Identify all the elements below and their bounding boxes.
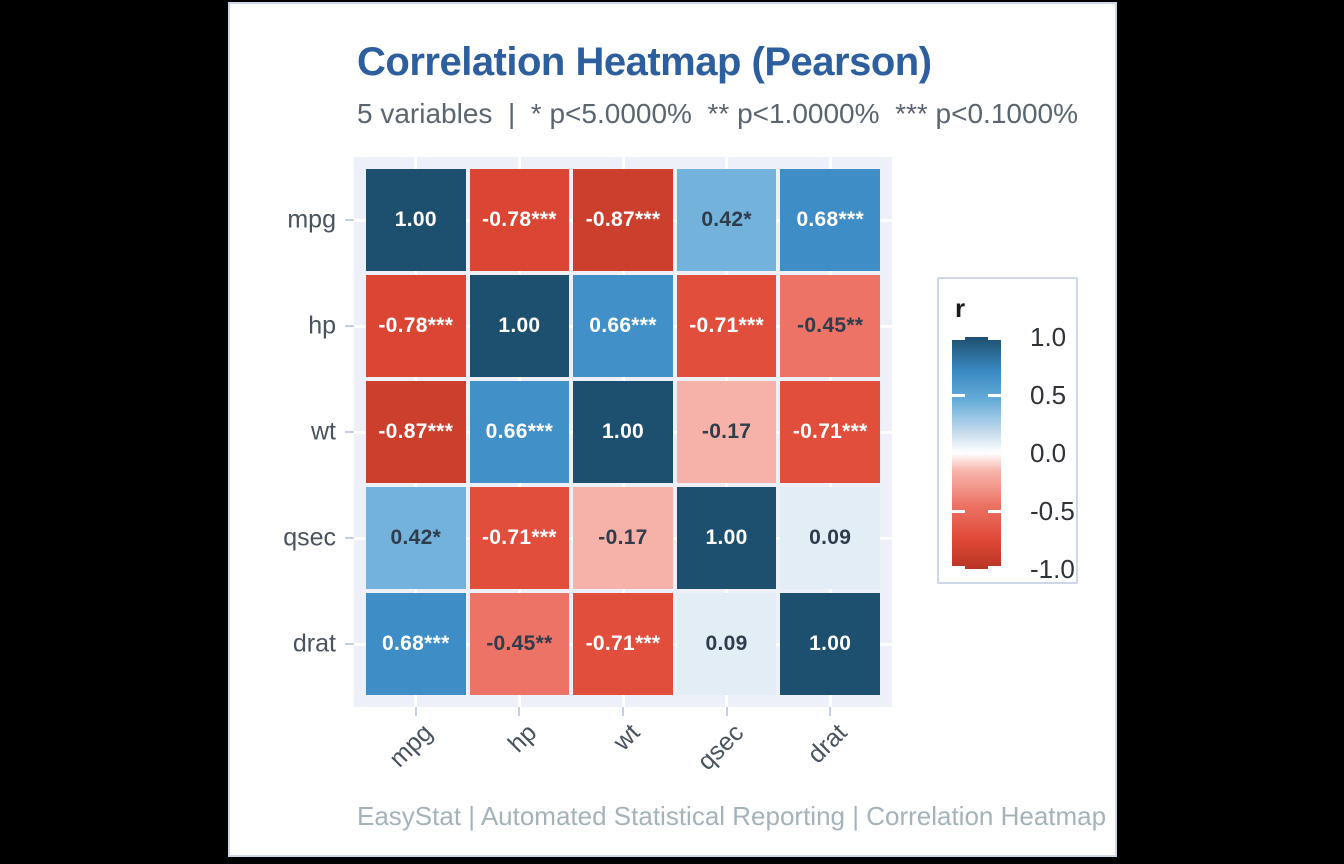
heatmap-cell-qsec-hp: -0.71*** — [469, 487, 570, 589]
heatmap-cell-drat-wt: -0.71*** — [573, 593, 673, 695]
heatmap-cell-wt-qsec: -0.17 — [676, 381, 777, 483]
legend-title: r — [955, 293, 966, 323]
x-axis-label-drat: drat — [802, 718, 853, 769]
y-axis-label-hp: hp — [308, 311, 336, 340]
x-axis-label-hp: hp — [502, 718, 542, 759]
heatmap-cell-qsec-drat: 0.09 — [780, 487, 880, 589]
heatmap-cell-drat-mpg: 0.68*** — [366, 593, 466, 695]
footer-caption: EasyStat | Automated Statistical Reporti… — [357, 801, 1107, 831]
chart-title: Correlation Heatmap (Pearson) — [357, 40, 932, 84]
heatmap-cell-mpg-wt: -0.87*** — [573, 169, 673, 271]
chart-subtitle: 5 variables | * p<5.0000% ** p<1.0000% *… — [357, 98, 1079, 129]
heatmap-cell-mpg-qsec: 0.42* — [676, 169, 777, 271]
heatmap-cell-wt-mpg: -0.87*** — [366, 381, 466, 483]
legend-tick--1.0: -1.0 — [1030, 554, 1075, 584]
heatmap-cell-qsec-qsec: 1.00 — [676, 487, 777, 589]
heatmap-cell-hp-wt: 0.66*** — [573, 275, 673, 377]
legend-tick-0.0: 0.0 — [1030, 438, 1067, 468]
heatmap-cell-wt-drat: -0.71*** — [780, 381, 880, 483]
x-axis-label-qsec: qsec — [691, 718, 749, 776]
heatmap-cell-hp-qsec: -0.71*** — [676, 275, 777, 377]
y-axis-label-qsec: qsec — [283, 523, 336, 552]
heatmap-cell-drat-qsec: 0.09 — [676, 593, 777, 695]
heatmap-cell-wt-wt: 1.00 — [573, 381, 673, 483]
heatmap-cell-hp-drat: -0.45** — [780, 275, 880, 377]
heatmap-cell-qsec-mpg: 0.42* — [366, 487, 466, 589]
heatmap-cell-wt-hp: 0.66*** — [469, 381, 570, 483]
x-axis-label-mpg: mpg — [384, 718, 439, 773]
heatmap-cell-mpg-drat: 0.68*** — [780, 169, 880, 271]
heatmap-cell-mpg-hp: -0.78*** — [469, 169, 570, 271]
y-axis-label-drat: drat — [292, 629, 336, 658]
heatmap-panel: 1.00 -0.78*** -0.87*** 0.42* 0.68*** -0.78***… — [354, 157, 892, 707]
y-axis-label-wt: wt — [311, 417, 336, 446]
x-axis-label-wt: wt — [607, 718, 646, 757]
heatmap-cell-hp-hp: 1.00 — [469, 275, 570, 377]
legend-tick-0.5: 0.5 — [1030, 380, 1067, 410]
legend-tick--0.5: -0.5 — [1030, 496, 1075, 526]
y-axis-label-mpg: mpg — [287, 205, 336, 234]
heatmap-cell-drat-drat: 1.00 — [780, 593, 880, 695]
heatmap-cell-hp-mpg: -0.78*** — [366, 275, 466, 377]
report-card: Correlation Heatmap (Pearson) 5 variable… — [228, 2, 1117, 857]
heatmap-cells: 1.00 -0.78*** -0.87*** 0.42* 0.68*** -0.78***… — [366, 169, 880, 695]
legend-tick-1.0: 1.0 — [1030, 322, 1067, 352]
heatmap-cell-qsec-wt: -0.17 — [573, 487, 673, 589]
legend: r 1.0 0.5 0.0 -0.5 -1.0 — [937, 277, 1078, 584]
heatmap-cell-drat-hp: -0.45** — [469, 593, 570, 695]
heatmap-cell-mpg-mpg: 1.00 — [366, 169, 466, 271]
